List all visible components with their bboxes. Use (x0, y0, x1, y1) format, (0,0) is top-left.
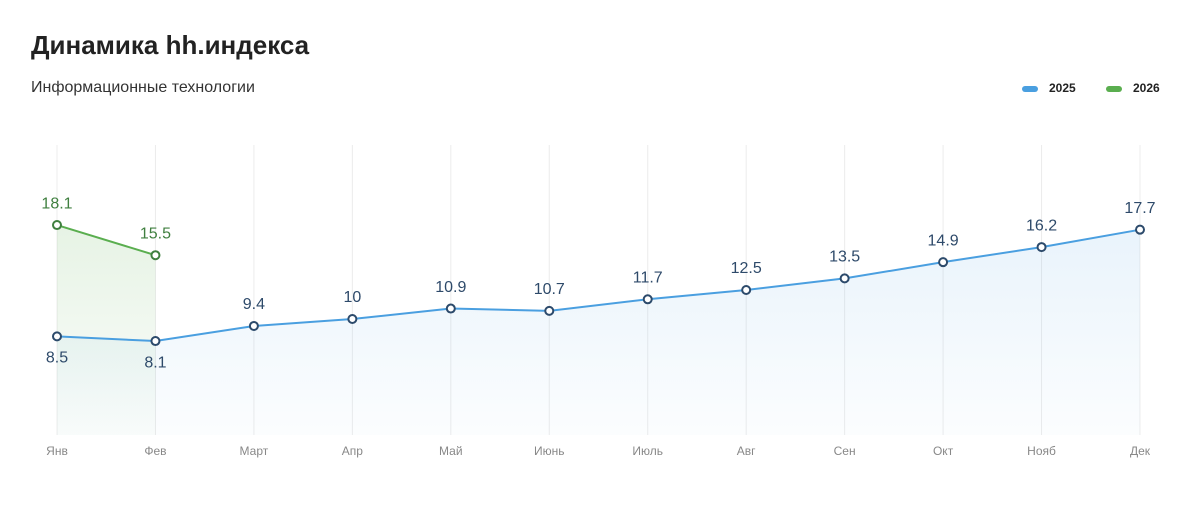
point (150, 336, 161, 347)
point (150, 250, 161, 261)
x-tick-label: Нояб (1027, 444, 1056, 458)
data-label: 10.9 (435, 279, 466, 296)
data-label: 8.5 (46, 350, 68, 367)
area (57, 229, 1140, 435)
data-label: 17.7 (1124, 200, 1155, 217)
point (839, 273, 850, 284)
point (248, 320, 259, 331)
point (1036, 242, 1047, 253)
data-label: 14.9 (928, 232, 959, 249)
x-tick-label: Июль (632, 444, 663, 458)
point (741, 285, 752, 295)
data-label: 13.5 (829, 249, 860, 266)
data-label: 15.5 (140, 225, 171, 242)
point (52, 220, 62, 231)
x-tick-label: Сен (834, 444, 856, 458)
area (57, 225, 156, 435)
point (544, 305, 555, 316)
data-label: 10.7 (534, 281, 565, 298)
x-tick-label: Дек (1130, 444, 1151, 458)
line (56, 224, 156, 257)
legend-label: 2025 (1049, 81, 1076, 95)
x-tick-label: Июнь (534, 444, 565, 458)
point (445, 303, 456, 314)
point (1135, 224, 1145, 235)
data-label: 10 (343, 289, 361, 306)
data-label: 16.2 (1026, 217, 1057, 234)
x-tick-label: Апр (342, 444, 364, 458)
x-tick-label: Окт (933, 444, 954, 458)
chart-title: Динамика hh.индекса (31, 30, 310, 60)
x-tick-label: Март (240, 444, 269, 458)
point (938, 257, 949, 268)
data-label: 18.1 (41, 195, 72, 212)
x-tick-label: Май (439, 444, 463, 458)
point (347, 314, 358, 324)
data-label: 8.1 (144, 354, 166, 371)
data-label: 11.7 (633, 269, 663, 286)
legend-swatch (1022, 86, 1038, 92)
data-label: 9.4 (243, 296, 265, 313)
x-tick-label: Янв (46, 444, 68, 458)
chart-subtitle: Информационные технологии (31, 79, 255, 96)
x-tick-label: Фев (144, 444, 166, 458)
point (642, 294, 653, 305)
legend-swatch (1106, 86, 1122, 92)
line (56, 228, 1141, 343)
point (52, 331, 62, 342)
x-tick-label: Авг (737, 444, 756, 458)
data-label: 12.5 (731, 260, 762, 277)
legend-label: 2026 (1133, 81, 1160, 95)
